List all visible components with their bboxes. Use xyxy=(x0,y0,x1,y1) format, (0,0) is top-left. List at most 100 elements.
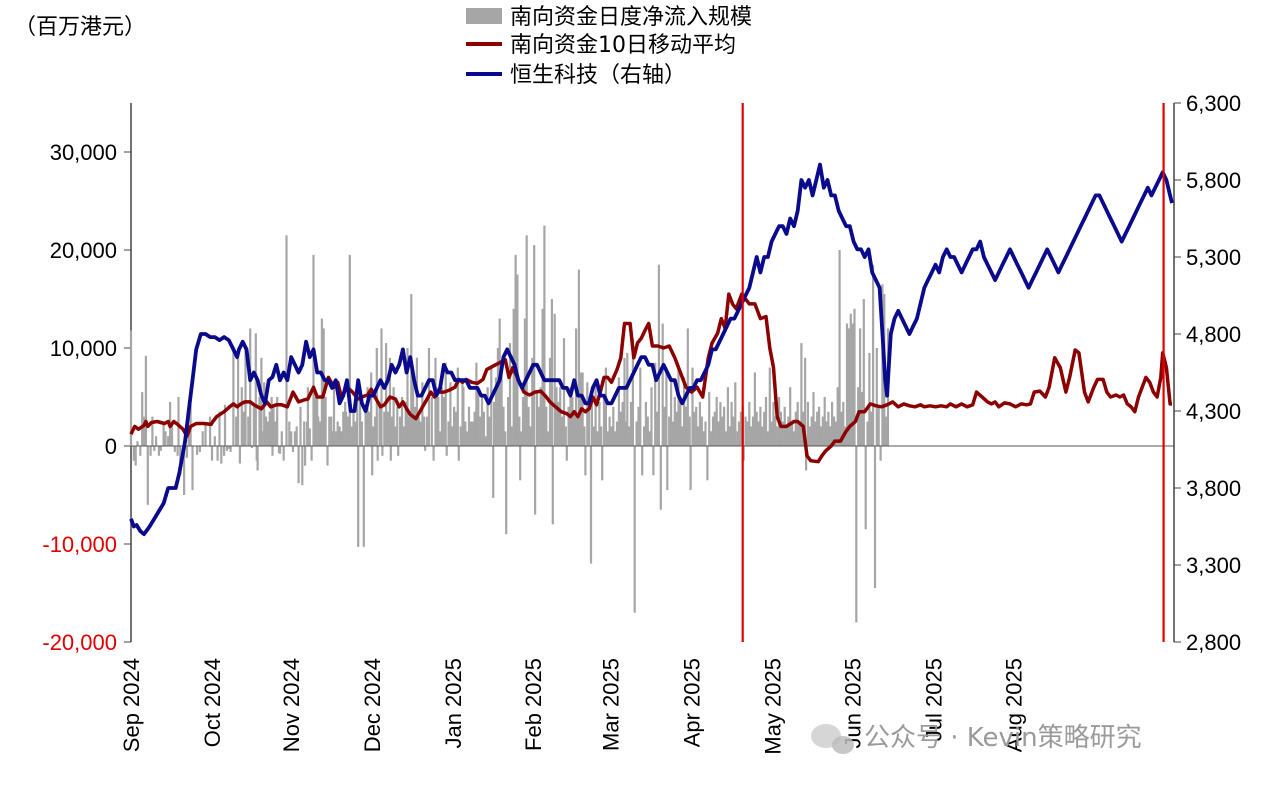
inflow-bar xyxy=(456,367,459,446)
inflow-bar xyxy=(781,421,784,446)
inflow-bar xyxy=(336,421,339,446)
inflow-bar xyxy=(486,387,489,446)
inflow-bar xyxy=(396,406,399,446)
right-tick-label: 5,800 xyxy=(1186,168,1241,193)
inflow-bar xyxy=(326,446,329,466)
inflow-bar xyxy=(271,446,274,456)
inflow-bar xyxy=(726,387,729,446)
inflow-bar xyxy=(392,387,395,446)
inflow-bar xyxy=(268,411,271,446)
inflow-bar xyxy=(853,308,856,446)
inflow-bar xyxy=(334,431,337,446)
inflow-bar xyxy=(860,392,863,446)
inflow-bar xyxy=(763,411,766,446)
legend-label-hstech: 恒生科技（右轴） xyxy=(510,63,686,88)
inflow-bar xyxy=(717,421,720,446)
inflow-bar xyxy=(204,424,207,446)
inflow-bar xyxy=(706,446,709,481)
inflow-bar xyxy=(477,387,480,446)
inflow-bar xyxy=(559,387,562,446)
inflow-bar xyxy=(713,411,716,446)
inflow-bar xyxy=(198,446,201,452)
inflow-bar xyxy=(144,355,147,446)
x-tick-label: Jul 2025 xyxy=(922,658,947,741)
daily-inflow-bars xyxy=(129,225,890,623)
hstech-line xyxy=(129,162,1174,537)
inflow-bar xyxy=(218,411,221,446)
inflow-bar xyxy=(748,401,751,446)
inflow-bar xyxy=(688,416,691,446)
inflow-bar xyxy=(697,426,700,446)
inflow-bar xyxy=(153,446,156,451)
inflow-bar xyxy=(488,416,491,446)
inflow-bar xyxy=(787,416,790,446)
inflow-bar xyxy=(661,323,664,446)
inflow-bar xyxy=(500,372,503,446)
inflow-bar xyxy=(759,406,762,446)
inflow-bar xyxy=(299,406,302,446)
right-tick-label: 4,300 xyxy=(1186,399,1241,424)
inflow-bar xyxy=(376,446,379,461)
inflow-bar xyxy=(400,397,404,446)
inflow-bar xyxy=(872,264,875,446)
inflow-bar xyxy=(371,446,374,476)
inflow-bar xyxy=(604,367,607,446)
inflow-bar xyxy=(798,421,801,446)
inflow-bar xyxy=(467,406,471,446)
inflow-bar xyxy=(648,431,651,446)
inflow-bar xyxy=(564,426,567,446)
inflow-bar xyxy=(621,401,624,446)
inflow-bar xyxy=(372,426,375,446)
inflow-bar xyxy=(164,431,167,446)
inflow-bar xyxy=(683,377,686,446)
inflow-bar xyxy=(695,406,698,446)
inflow-bar xyxy=(873,446,877,589)
inflow-bar xyxy=(673,397,676,446)
inflow-bar xyxy=(584,446,587,476)
inflow-bar xyxy=(617,377,620,446)
inflow-bar xyxy=(693,411,696,446)
inflow-bar xyxy=(332,387,336,446)
inflow-bar xyxy=(823,397,826,446)
inflow-bar xyxy=(832,416,836,446)
inflow-bar xyxy=(836,387,839,446)
inflow-bar xyxy=(656,411,659,446)
inflow-bar xyxy=(615,421,619,446)
legend: 南向资金日度净流入规模 南向资金10日移动平均 恒生科技（右轴） xyxy=(466,5,752,88)
x-tick-label: Jun 2025 xyxy=(841,658,866,749)
inflow-bar xyxy=(562,338,566,446)
inflow-bar xyxy=(254,333,257,446)
inflow-bar xyxy=(681,426,684,446)
inflow-bar xyxy=(260,357,263,446)
inflow-bar xyxy=(220,446,223,464)
inflow-bar xyxy=(317,416,320,446)
inflow-bar xyxy=(816,411,819,446)
inflow-bar xyxy=(381,446,384,456)
inflow-bar xyxy=(755,411,758,446)
inflow-bar xyxy=(547,431,550,446)
inflow-bar xyxy=(663,406,666,446)
inflow-bar xyxy=(612,406,615,446)
inflow-bar xyxy=(442,397,445,446)
inflow-bar xyxy=(274,421,277,446)
inflow-bar xyxy=(590,401,593,446)
x-tick-label: Dec 2024 xyxy=(360,658,385,752)
inflow-bar xyxy=(677,367,680,446)
inflow-bar xyxy=(736,431,739,446)
inflow-bar xyxy=(533,245,536,446)
inflow-bar xyxy=(176,446,179,456)
inflow-bar xyxy=(157,446,160,456)
inflow-bar xyxy=(734,382,737,446)
inflow-bar xyxy=(702,431,705,446)
inflow-bar xyxy=(629,401,633,446)
legend-swatch-bars xyxy=(466,8,502,24)
inflow-bar xyxy=(592,426,595,446)
inflow-bar xyxy=(505,446,508,535)
inflow-bar xyxy=(732,416,735,446)
inflow-bar xyxy=(338,426,341,446)
inflow-bar xyxy=(730,401,733,446)
inflow-bar xyxy=(719,401,722,446)
inflow-bar xyxy=(724,431,728,446)
inflow-bar xyxy=(614,431,617,446)
inflow-bar xyxy=(155,436,158,446)
